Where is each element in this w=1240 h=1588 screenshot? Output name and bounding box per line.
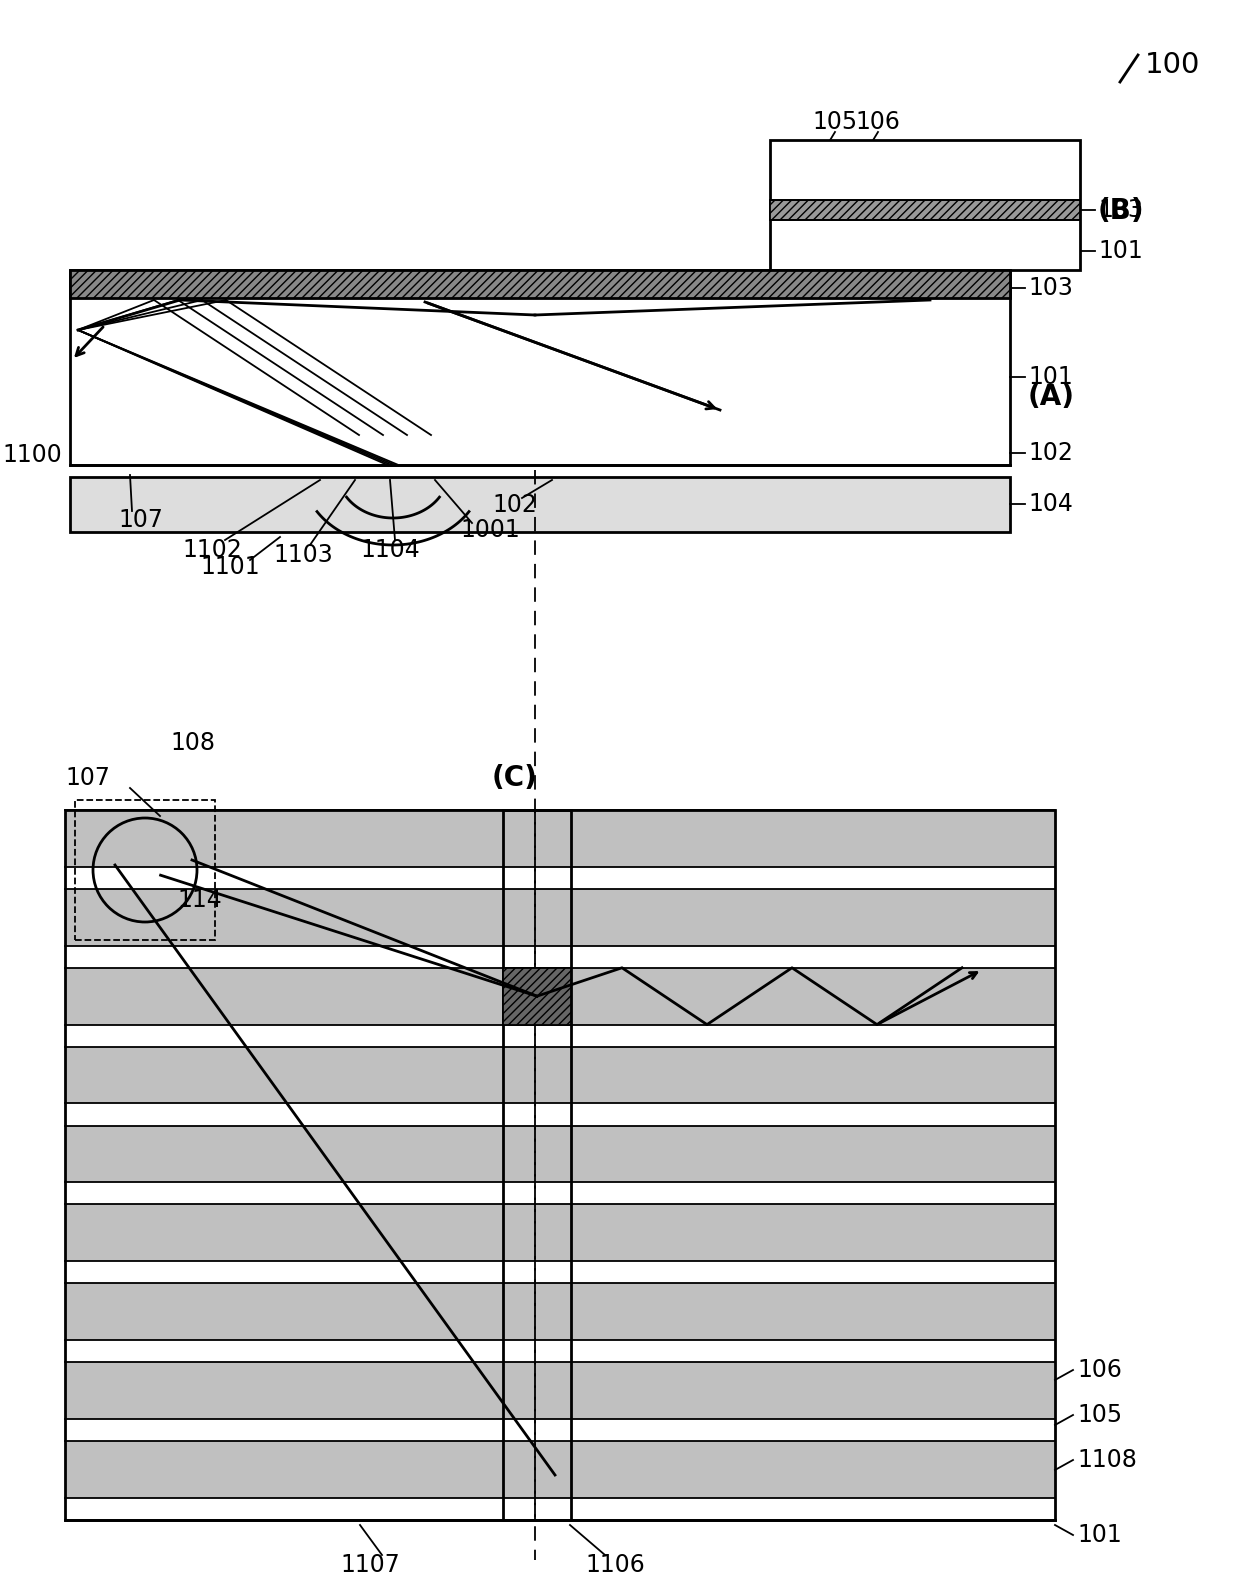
Text: 107: 107 [118, 508, 162, 532]
Bar [69, 270, 1011, 465]
Bar [64, 1126, 1055, 1183]
Bar [64, 1420, 1055, 1442]
Text: 1100: 1100 [2, 443, 62, 467]
Text: 1103: 1103 [273, 543, 332, 567]
Bar [64, 1183, 1055, 1204]
Bar [74, 800, 215, 940]
Bar [69, 270, 1011, 299]
Text: (A): (A) [1028, 383, 1075, 411]
Bar [64, 1497, 1055, 1520]
Text: (C): (C) [492, 764, 538, 792]
Text: 105: 105 [812, 110, 858, 133]
Text: 1102: 1102 [182, 538, 242, 562]
Bar [64, 946, 1055, 967]
Bar [64, 1363, 1055, 1420]
Text: 105: 105 [1078, 1404, 1122, 1428]
Text: 103: 103 [1097, 198, 1143, 222]
Text: 1106: 1106 [585, 1553, 645, 1577]
Bar [503, 810, 570, 1520]
Text: 1104: 1104 [360, 538, 420, 562]
Text: 103: 103 [1028, 276, 1073, 300]
Bar [64, 1046, 1055, 1104]
Bar [64, 1104, 1055, 1126]
Text: 102: 102 [1028, 441, 1073, 465]
Text: 101: 101 [1078, 1523, 1122, 1547]
Bar [64, 867, 1055, 889]
Text: 102: 102 [492, 492, 537, 518]
Text: 101: 101 [1097, 238, 1143, 262]
Bar [503, 967, 570, 1024]
Text: (B): (B) [1097, 197, 1145, 225]
Bar [64, 1024, 1055, 1046]
Text: 106: 106 [1078, 1358, 1122, 1382]
Bar [64, 1261, 1055, 1283]
Text: 1001: 1001 [460, 518, 520, 542]
Text: 114: 114 [177, 888, 222, 912]
Text: 107: 107 [66, 765, 110, 789]
Bar [770, 200, 1080, 221]
Text: 1108: 1108 [1078, 1448, 1137, 1472]
Text: 1101: 1101 [200, 554, 260, 580]
Bar [64, 1340, 1055, 1363]
Text: 101: 101 [1028, 365, 1073, 389]
Bar [64, 1442, 1055, 1497]
Bar [64, 889, 1055, 946]
Text: 104: 104 [1028, 492, 1073, 516]
Text: 1107: 1107 [340, 1553, 399, 1577]
Bar [64, 967, 1055, 1024]
Bar [770, 140, 1080, 270]
Text: 108: 108 [170, 730, 215, 754]
Bar [64, 810, 1055, 1520]
Bar [64, 1283, 1055, 1340]
Bar [64, 810, 1055, 867]
Bar [69, 476, 1011, 532]
Text: 100: 100 [1145, 51, 1200, 79]
Bar [64, 1204, 1055, 1261]
Text: 106: 106 [856, 110, 900, 133]
